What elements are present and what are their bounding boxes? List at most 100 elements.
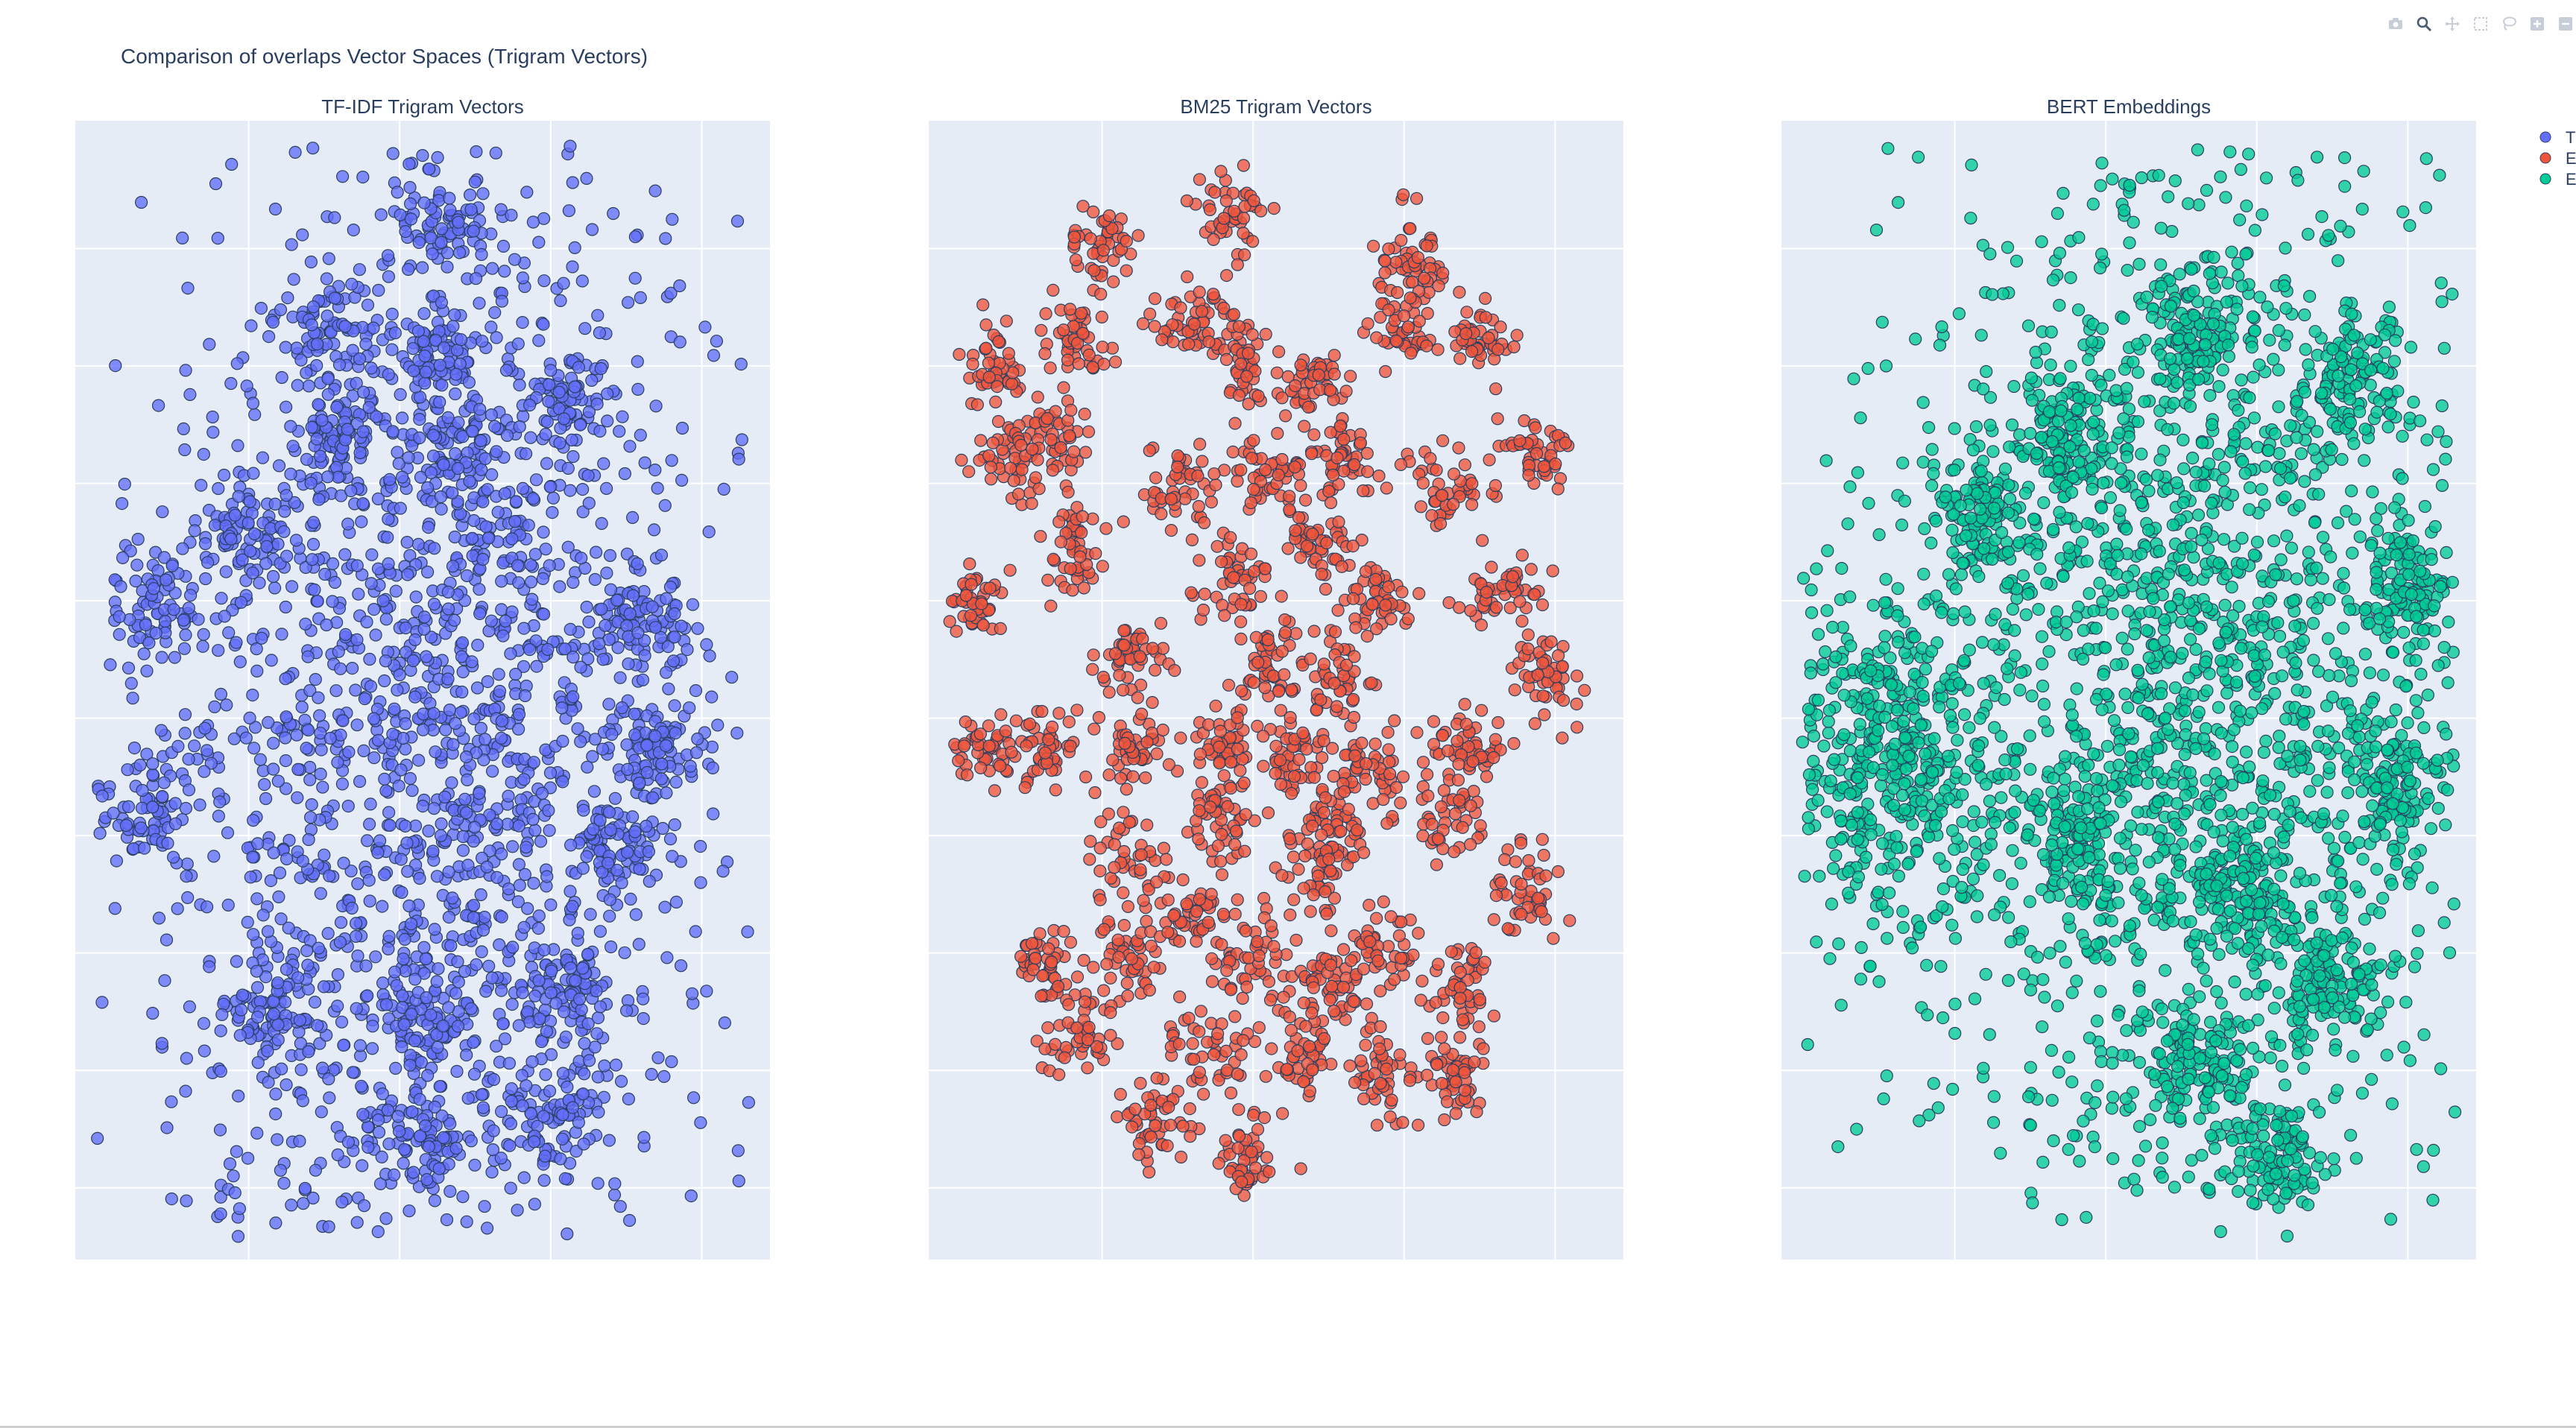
scatter-point-bm25 [1062, 715, 1076, 729]
scatter-point-tfidf [155, 651, 168, 664]
scatter-point-bm25 [1383, 767, 1397, 781]
scatter-point-tfidf [734, 358, 748, 371]
scatter-point-tfidf [601, 414, 614, 428]
scatter-point-bm25 [1097, 358, 1111, 371]
scatter-point-bm25 [1213, 756, 1226, 770]
scatter-point-bm25 [1237, 248, 1251, 262]
scatter-point-tfidf [516, 271, 530, 285]
scatter-point-tfidf [358, 692, 371, 706]
scatter-point-bm25 [1549, 457, 1562, 471]
scatter-point-tfidf [321, 372, 335, 385]
scatter-point-bm25 [1487, 751, 1500, 765]
scatter-point-tfidf [580, 600, 593, 614]
scatter-point-tfidf [395, 470, 409, 484]
scatter-point-tfidf [438, 790, 452, 804]
scatter-point-tfidf [353, 1039, 367, 1052]
scatter-point-tfidf [369, 950, 382, 964]
scatter-point-tfidf [250, 964, 263, 978]
scatter-point-tfidf [201, 556, 215, 569]
scatter-point-bm25 [1491, 715, 1505, 730]
scatter-point-bm25 [1359, 772, 1372, 786]
scatter-point-tfidf [261, 1044, 274, 1058]
scatter-point-tfidf [386, 147, 400, 160]
scatter-point-tfidf [485, 262, 499, 275]
scatter-point-tfidf [564, 885, 577, 898]
scatter-point-bm25 [1052, 515, 1066, 528]
scatter-point-bm25 [1051, 979, 1065, 993]
scatter-point-tfidf [476, 552, 490, 566]
scatter-panel-tfidf[interactable]: TF-IDF Trigram Vectors [75, 95, 770, 1260]
scatter-point-tfidf [485, 971, 499, 985]
scatter-point-bm25 [1294, 358, 1307, 372]
scatter-point-tfidf [651, 481, 664, 495]
scatter-point-tfidf [250, 664, 264, 678]
scatter-point-tfidf [574, 735, 587, 748]
scatter-point-tfidf [243, 711, 256, 725]
scatter-point-bm25 [1035, 323, 1048, 337]
scatter-point-bm25 [1117, 918, 1131, 932]
scatter-point-bm25 [1196, 455, 1209, 468]
scatter-point-tfidf [543, 766, 558, 780]
scatter-point-bm25 [979, 341, 993, 355]
scatter-point-bm25 [1380, 817, 1394, 830]
scatter-point-bm25 [1239, 808, 1252, 821]
scatter-point-tfidf [350, 917, 363, 930]
scatter-point-bm25 [1483, 453, 1496, 467]
scatter-point-tfidf [460, 569, 474, 583]
scatter-point-tfidf [640, 765, 654, 780]
scatter-point-tfidf [359, 338, 373, 351]
scatter-point-tfidf [138, 841, 151, 855]
scatter-point-bm25 [1117, 639, 1131, 652]
scatter-point-bm25 [1213, 855, 1228, 868]
scatter-point-tfidf [542, 378, 556, 391]
scatter-point-tfidf [458, 792, 472, 806]
scatter-point-tfidf [467, 224, 480, 238]
scatter-point-tfidf [302, 1045, 315, 1058]
scatter-point-bm25 [1369, 572, 1383, 587]
scatter-point-tfidf [308, 995, 322, 1009]
scatter-point-tfidf [418, 350, 432, 363]
scatter-point-tfidf [616, 410, 629, 423]
scatter-point-tfidf [342, 745, 356, 759]
scatter-point-tfidf [403, 180, 417, 195]
scatter-point-tfidf [180, 870, 193, 883]
scatter-point-tfidf [280, 489, 293, 502]
scatter-point-bm25 [1192, 833, 1205, 846]
scatter-point-tfidf [543, 559, 556, 572]
scatter-point-tfidf [293, 1014, 306, 1027]
scatter-point-bm25 [1102, 686, 1116, 699]
scatter-point-tfidf [416, 799, 429, 813]
scatter-point-tfidf [267, 569, 280, 584]
scatter-point-bm25 [1536, 689, 1550, 703]
scatter-point-bm25 [1258, 681, 1272, 695]
scatter-point-tfidf [637, 1011, 650, 1026]
scatter-point-tfidf [559, 1030, 572, 1043]
scatter-point-tfidf [322, 1072, 335, 1086]
scatter-point-bm25 [1544, 635, 1558, 648]
scatter-panel-bm25[interactable]: BM25 Trigram Vectors [929, 95, 1623, 1260]
scatter-point-bm25 [1087, 264, 1101, 277]
scatter-point-tfidf [494, 1151, 508, 1165]
scatter-point-bm25 [1434, 800, 1448, 814]
scatter-point-bm25 [1283, 490, 1296, 503]
scatter-point-bm25 [1044, 599, 1058, 613]
scatter-point-tfidf [250, 642, 263, 656]
scatter-point-bm25 [1187, 317, 1201, 331]
scatter-point-tfidf [95, 789, 109, 803]
scatter-point-tfidf [146, 757, 160, 771]
scatter-point-bm25 [1271, 426, 1284, 440]
scatter-point-tfidf [495, 714, 508, 727]
scatter-point-tfidf [600, 566, 613, 580]
scatter-point-tfidf [214, 1064, 227, 1078]
scatter-point-tfidf [669, 775, 683, 789]
scatter-point-bm25 [1266, 669, 1281, 683]
scatter-point-tfidf [525, 593, 539, 606]
scatter-point-tfidf [478, 910, 491, 924]
scatter-point-bm25 [1328, 625, 1342, 639]
scatter-point-bm25 [1217, 212, 1231, 225]
scatter-point-bm25 [1025, 937, 1039, 950]
scatter-point-bm25 [1038, 347, 1052, 361]
scatter-point-bm25 [1479, 311, 1492, 324]
scatter-point-tfidf [402, 451, 415, 464]
scatter-point-tfidf [296, 854, 309, 868]
